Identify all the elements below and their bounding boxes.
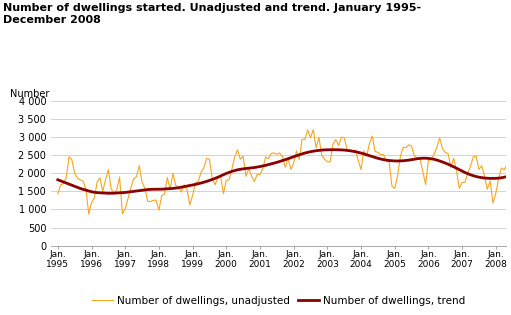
Number of dwellings, unadjusted <box>86 212 92 216</box>
Number of dwellings, trend <box>218 174 224 178</box>
Number of dwellings, unadjusted <box>336 144 342 147</box>
Number of dwellings, unadjusted <box>55 192 61 196</box>
Number of dwellings, unadjusted <box>218 175 224 178</box>
Number of dwellings, unadjusted <box>192 181 198 185</box>
Number of dwellings, unadjusted <box>310 128 316 132</box>
Number of dwellings, trend <box>192 182 198 186</box>
Number of dwellings, trend <box>142 188 148 192</box>
Number of dwellings, trend <box>434 158 440 162</box>
Number of dwellings, trend <box>324 148 331 152</box>
Line: Number of dwellings, trend: Number of dwellings, trend <box>58 150 511 193</box>
Number of dwellings, unadjusted <box>327 160 333 164</box>
Legend: Number of dwellings, unadjusted, Number of dwellings, trend: Number of dwellings, unadjusted, Number … <box>87 291 470 310</box>
Number of dwellings, trend <box>105 191 111 195</box>
Text: Number: Number <box>10 89 50 99</box>
Line: Number of dwellings, unadjusted: Number of dwellings, unadjusted <box>58 130 511 214</box>
Number of dwellings, trend <box>55 178 61 182</box>
Number of dwellings, trend <box>336 148 342 152</box>
Number of dwellings, unadjusted <box>434 146 440 149</box>
Number of dwellings, trend <box>327 148 333 152</box>
Text: Number of dwellings started. Unadjusted and trend. January 1995-
December 2008: Number of dwellings started. Unadjusted … <box>3 3 421 25</box>
Number of dwellings, unadjusted <box>142 186 148 190</box>
